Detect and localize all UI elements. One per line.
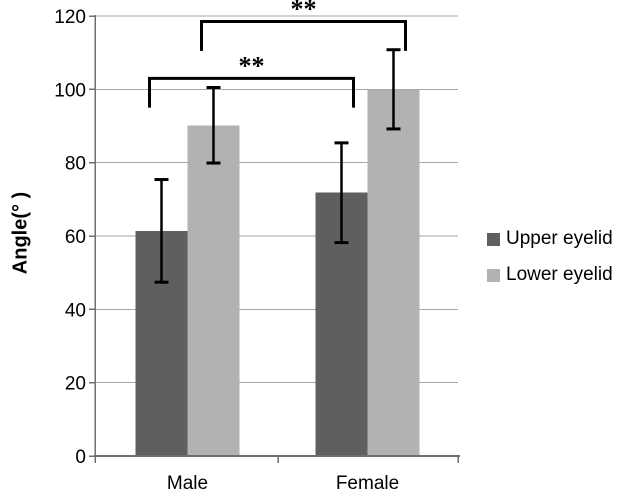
y-tick-label: 120 (54, 7, 86, 28)
y-tick-label: 20 (65, 374, 86, 395)
bar-male-lower-eyelid (187, 125, 240, 457)
legend-label-lower-eyelid: Lower eyelid (506, 264, 613, 285)
bar-female-lower-eyelid (367, 89, 420, 456)
legend-item-lower-eyelid: Lower eyelid (487, 264, 613, 285)
y-tick-label: 80 (65, 154, 86, 175)
category-label-male: Male (167, 473, 208, 494)
y-tick-label: 60 (65, 227, 86, 248)
significance-label-lower-eyelid: ** (291, 0, 317, 24)
legend: Upper eyelid Lower eyelid (487, 228, 613, 301)
significance-bracket-upper-eyelid (148, 76, 355, 108)
significance-bracket-lower-eyelid (200, 20, 407, 51)
y-tick-label: 100 (54, 80, 86, 101)
significance-label-upper-eyelid: ** (239, 51, 265, 80)
lower-eyelid-swatch-icon (487, 268, 500, 282)
y-tick-label: 0 (75, 447, 86, 468)
upper-eyelid-swatch-icon (487, 232, 500, 246)
legend-label-upper-eyelid: Upper eyelid (506, 228, 613, 249)
y-axis-title: Angle(° ) (9, 191, 32, 275)
category-label-female: Female (336, 473, 399, 494)
legend-item-upper-eyelid: Upper eyelid (487, 228, 613, 249)
y-tick-label: 40 (65, 300, 86, 321)
